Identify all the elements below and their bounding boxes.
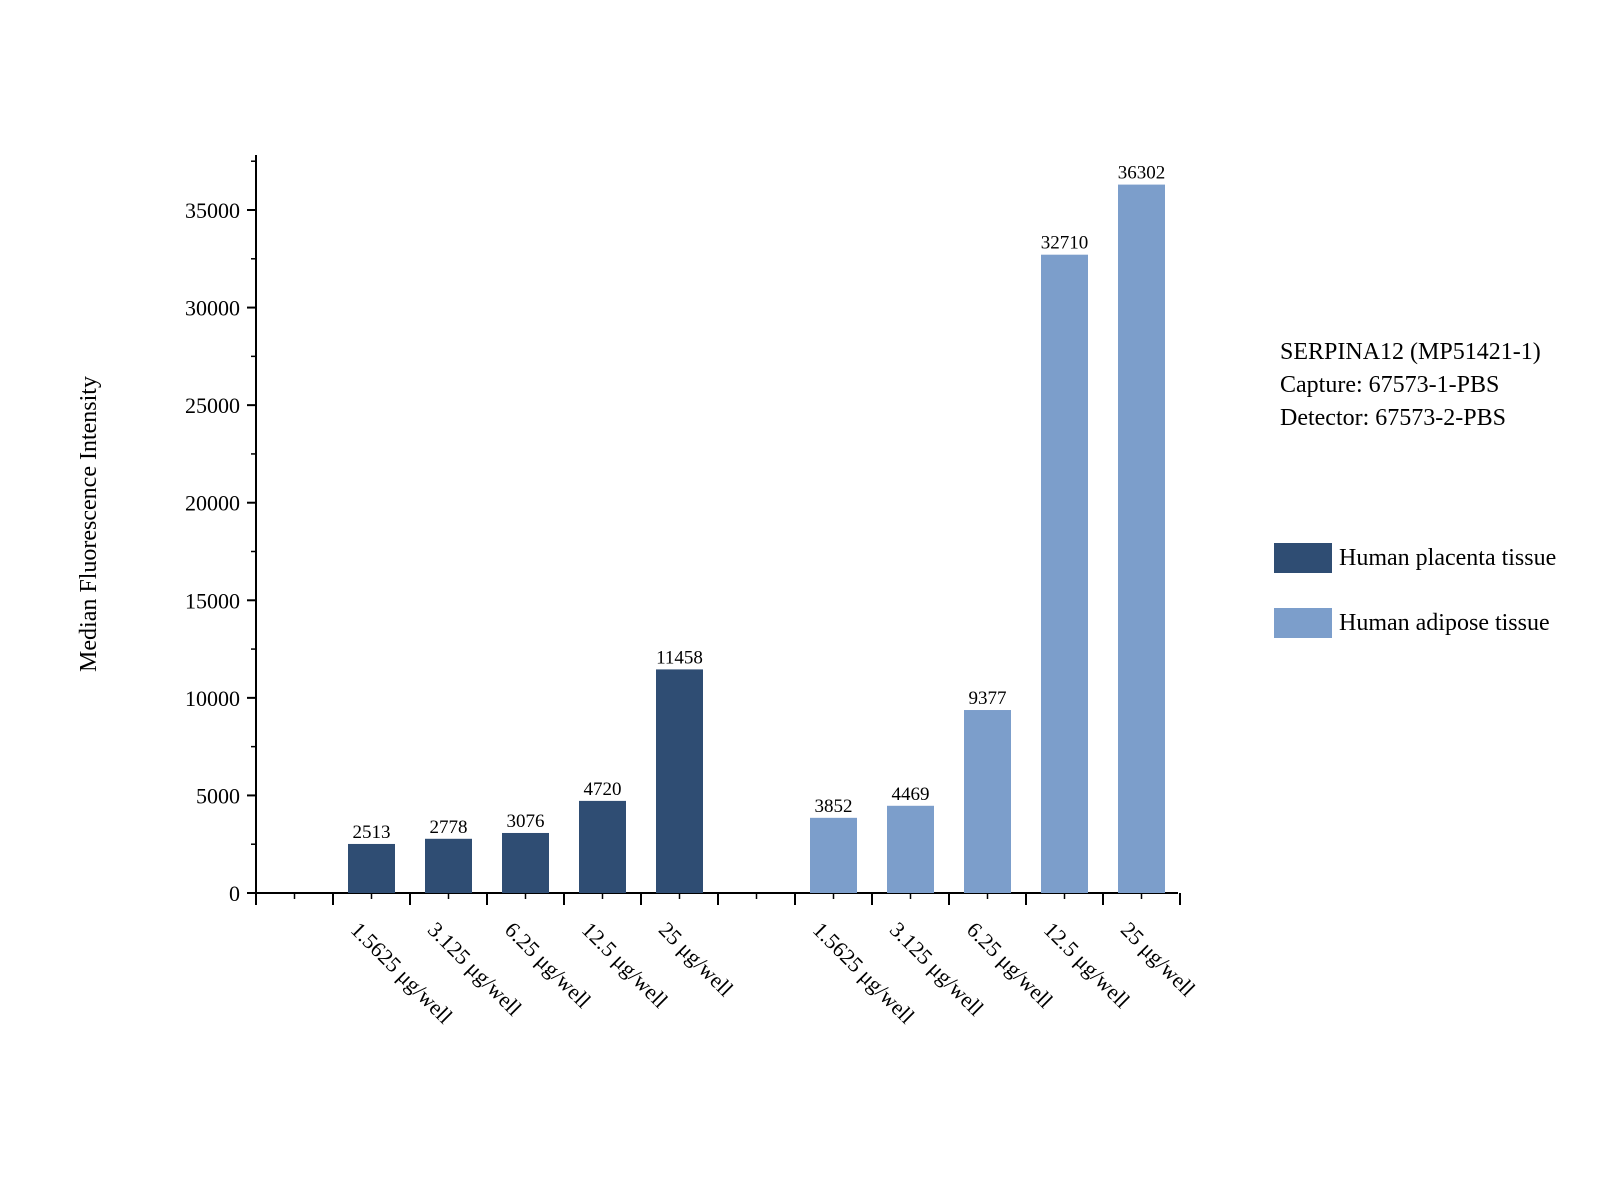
y-axis-label: Median Fluorescence Intensity xyxy=(76,376,102,672)
bar-placenta-0 xyxy=(348,843,395,893)
bar-value-label: 3852 xyxy=(815,796,853,817)
bar-placenta-2 xyxy=(502,832,549,893)
info-line-detector: Detector: 67573-2-PBS xyxy=(1280,405,1506,431)
bar-placenta-4 xyxy=(656,669,703,893)
legend-label-placenta: Human placenta tissue xyxy=(1339,545,1557,571)
bar-value-label: 4469 xyxy=(892,784,930,805)
bar-placenta-1 xyxy=(425,838,472,893)
bar-value-label: 2778 xyxy=(430,817,468,838)
bar-value-label: 32710 xyxy=(1041,233,1089,254)
bar-value-label: 9377 xyxy=(969,688,1007,709)
info-block: SERPINA12 (MP51421-1) Capture: 67573-1-P… xyxy=(1280,336,1541,435)
y-tick-label: 25000 xyxy=(185,393,240,418)
bar-adipose-2 xyxy=(964,710,1011,893)
legend-swatch-placenta xyxy=(1274,543,1332,573)
bar-value-label: 2513 xyxy=(353,822,391,843)
bar-value-label: 4720 xyxy=(584,779,622,800)
bar-adipose-3 xyxy=(1041,254,1088,893)
info-line-target: SERPINA12 (MP51421-1) xyxy=(1280,339,1541,365)
info-line-capture: Capture: 67573-1-PBS xyxy=(1280,372,1500,398)
bar-value-label: 11458 xyxy=(656,647,703,668)
bar-value-label: 36302 xyxy=(1118,163,1166,184)
y-tick-label: 15000 xyxy=(185,588,240,613)
y-tick-label: 10000 xyxy=(185,686,240,711)
bar-adipose-0 xyxy=(810,817,857,893)
y-tick-label: 5000 xyxy=(196,783,240,808)
bar-value-label: 3076 xyxy=(507,811,545,832)
bar-adipose-1 xyxy=(887,805,934,893)
y-tick-label: 30000 xyxy=(185,296,240,321)
y-tick-label: 35000 xyxy=(185,198,240,223)
y-tick-label: 20000 xyxy=(185,491,240,516)
y-tick-label: 0 xyxy=(229,881,240,906)
legend-label-adipose: Human adipose tissue xyxy=(1339,610,1550,636)
legend-swatch-adipose xyxy=(1274,608,1332,638)
bar-placenta-3 xyxy=(579,800,626,893)
bar-adipose-4 xyxy=(1118,184,1165,893)
